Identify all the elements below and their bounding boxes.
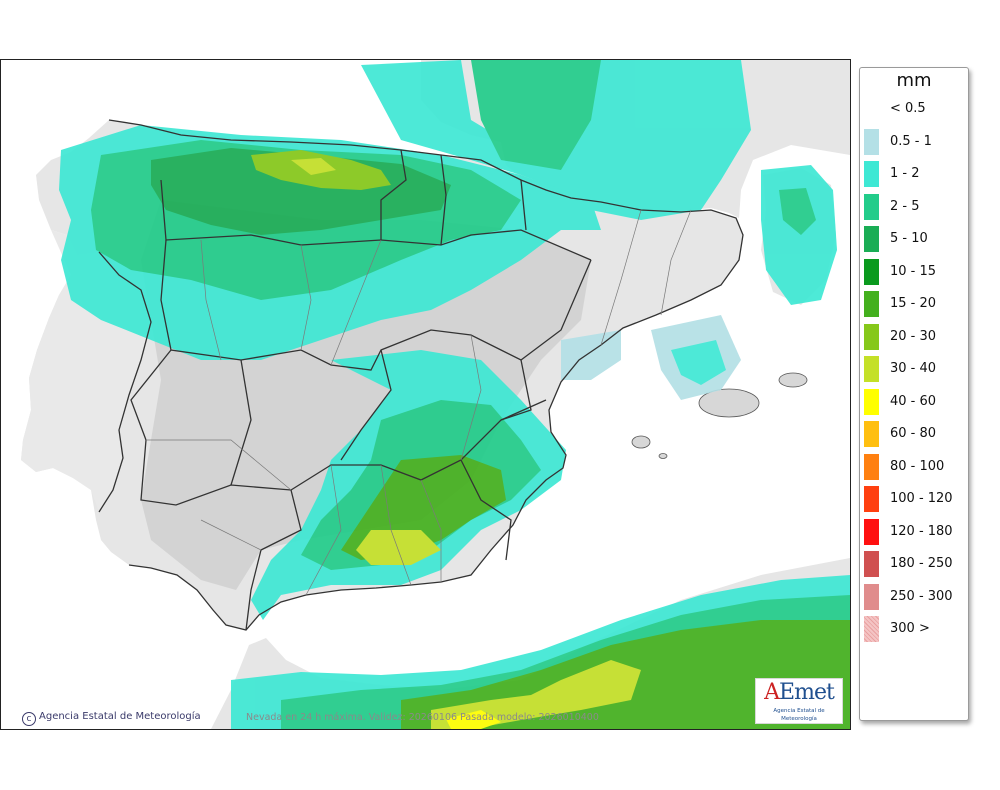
legend-item: 250 - 300 [860, 583, 968, 610]
legend-item: 100 - 120 [860, 486, 968, 512]
legend-item: 15 - 20 [860, 291, 968, 317]
legend-label: 120 - 180 [890, 523, 953, 539]
legend-item: 0.5 - 1 [860, 128, 968, 155]
legend-item: < 0.5 [860, 96, 968, 122]
agency-credit: c Agencia Estatal de Meteorología [22, 711, 201, 726]
legend-label: 300 > [890, 621, 930, 636]
legend-swatch [864, 388, 879, 415]
legend-label: 80 - 100 [890, 458, 945, 474]
legend-label: < 0.5 [890, 101, 926, 116]
forecast-map [0, 59, 851, 730]
island-ibiza [631, 435, 651, 449]
legend-panel: mm < 0.5 0.5 - 1 1 - 2 2 - 5 5 - 10 10 - 15 15… [859, 67, 969, 721]
legend-item: 80 - 100 [860, 453, 968, 480]
legend-swatch [864, 96, 879, 122]
logo-wordmark: AEmet [756, 679, 842, 707]
legend-label: 0.5 - 1 [890, 133, 932, 149]
legend-item: 5 - 10 [860, 226, 968, 252]
island-formentera [658, 453, 668, 459]
legend-item: 300 > [860, 616, 968, 642]
legend-label: 40 - 60 [890, 393, 937, 409]
legend-item: 20 - 30 [860, 323, 968, 350]
legend-label: 100 - 120 [890, 491, 953, 506]
legend-swatch [864, 551, 879, 577]
snowfall-overlay [59, 60, 850, 729]
legend-label: 20 - 30 [890, 328, 937, 344]
credit-text: Agencia Estatal de Meteorología [39, 711, 201, 722]
legend-item: 60 - 80 [860, 421, 968, 447]
legend-swatch [864, 193, 879, 220]
legend-item: 30 - 40 [860, 356, 968, 382]
legend-label: 30 - 40 [890, 361, 937, 376]
snowfall-map-graphic [1, 60, 850, 729]
legend-swatch [864, 616, 879, 642]
logo-letters-rest: Emet [779, 680, 835, 705]
legend-item: 1 - 2 [860, 161, 968, 187]
legend-label: 1 - 2 [890, 166, 920, 181]
legend-swatch [864, 128, 879, 155]
legend-item: 120 - 180 [860, 518, 968, 545]
copyright-icon: c [22, 712, 36, 726]
legend-title: mm [896, 70, 932, 91]
legend-swatch [864, 518, 879, 545]
map-caption: Nevada en 24 h máxima. Validez: 20260106… [246, 712, 599, 723]
legend-label: 250 - 300 [890, 588, 953, 604]
legend-label: 180 - 250 [890, 556, 953, 571]
legend-label: 15 - 20 [890, 296, 937, 311]
legend-item: 180 - 250 [860, 551, 968, 577]
legend-swatch [864, 453, 879, 480]
province-borders [146, 209, 692, 596]
island-menorca [778, 372, 808, 388]
legend-swatch [864, 291, 879, 317]
legend-label: 2 - 5 [890, 198, 920, 214]
legend-swatch [864, 486, 879, 512]
legend-swatch [864, 161, 879, 187]
legend-item: 40 - 60 [860, 388, 968, 415]
legend-swatch [864, 226, 879, 252]
region-borders [98, 119, 744, 631]
island-mallorca [698, 388, 760, 418]
legend-label: 10 - 15 [890, 263, 937, 279]
legend-swatch [864, 583, 879, 610]
legend-swatch [864, 421, 879, 447]
legend-item: 2 - 5 [860, 193, 968, 220]
logo-subtitle: Agencia Estatal de Meteorología [773, 708, 825, 722]
aemet-logo: AEmet Agencia Estatal de Meteorología [755, 678, 843, 724]
legend-swatch [864, 356, 879, 382]
legend-swatch [864, 258, 879, 285]
legend-label: 5 - 10 [890, 231, 928, 246]
legend-item: 10 - 15 [860, 258, 968, 285]
logo-letter-a: A [764, 680, 780, 705]
legend-label: 60 - 80 [890, 426, 937, 441]
legend-swatch [864, 323, 879, 350]
